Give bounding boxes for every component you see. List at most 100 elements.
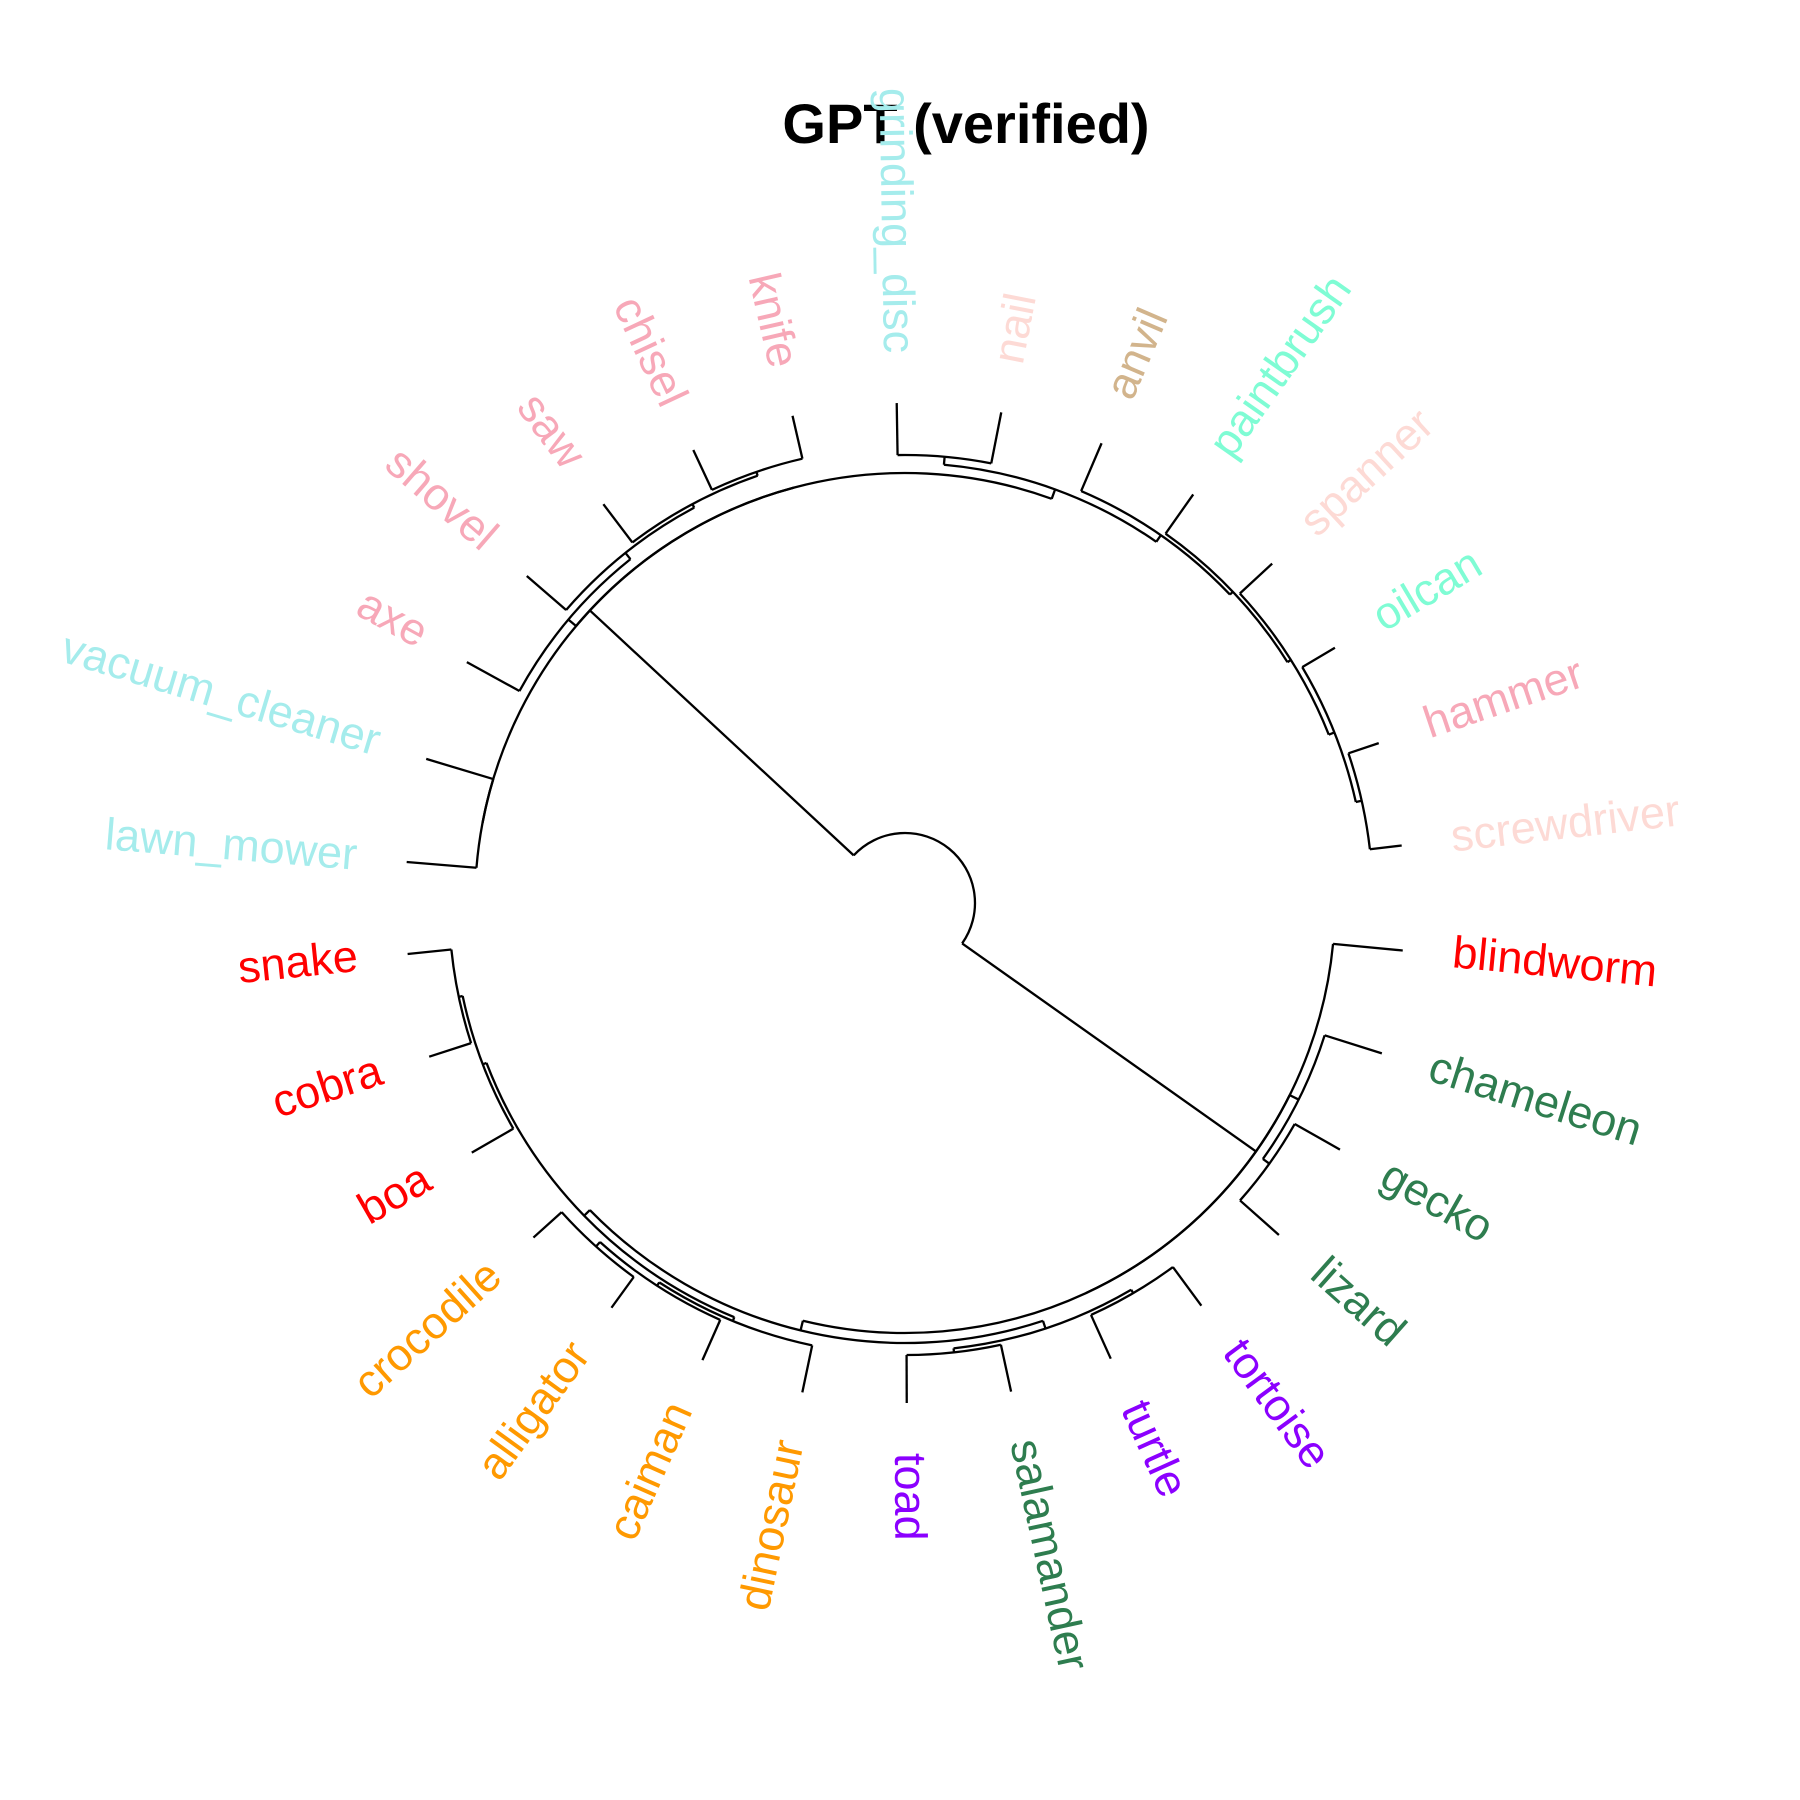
branch-arc <box>1239 1123 1296 1202</box>
tip-branch <box>895 403 899 456</box>
tip-label-blindworm: blindworm <box>1450 926 1659 996</box>
tip-label-lawn-mower: lawn_mower <box>103 808 359 880</box>
tip-branch <box>1164 493 1195 535</box>
chart-title: GPT (verified) <box>782 92 1149 155</box>
tip-label-gecko: gecko <box>1373 1149 1503 1253</box>
branch-arc <box>943 463 1157 543</box>
branch-edge <box>1289 1094 1300 1101</box>
tip-label-toad: toad <box>885 1453 936 1541</box>
branch-edge <box>1262 1158 1271 1165</box>
tip-label-caiman: caiman <box>597 1394 702 1547</box>
branch-edge <box>942 456 946 465</box>
tip-label-spanner: spanner <box>1289 398 1443 546</box>
tip-label-shovel: shovel <box>376 436 508 560</box>
tip-branch <box>425 757 494 781</box>
branch-edge <box>624 552 632 560</box>
tip-label-turtle: turtle <box>1111 1392 1199 1504</box>
tip-branch <box>1171 1266 1203 1307</box>
tip-branch <box>1369 844 1402 851</box>
tip-label-boa: boa <box>349 1152 440 1234</box>
branch-arc <box>1301 666 1357 803</box>
tip-branch <box>610 1276 635 1309</box>
tip-branch <box>1332 942 1403 952</box>
tip-branch <box>602 503 634 544</box>
branch-arc <box>1164 532 1289 663</box>
branch-arc <box>475 778 495 868</box>
tip-branch <box>692 449 713 491</box>
branch-edge <box>1155 534 1162 543</box>
branch-edge <box>799 1320 805 1331</box>
branch-arc <box>565 506 695 611</box>
tip-label-axe: axe <box>349 578 437 658</box>
tip-branch <box>428 1042 472 1058</box>
tip-label-dinosaur: dinosaur <box>728 1435 813 1614</box>
branch-arc <box>897 453 992 465</box>
tip-branch <box>1301 646 1336 669</box>
tip-label-hammer: hammer <box>1417 647 1590 748</box>
tip-label-cobra: cobra <box>266 1044 390 1127</box>
tip-branch <box>1239 1199 1280 1236</box>
tip-branch <box>999 1344 1013 1392</box>
tip-branch <box>1080 442 1103 492</box>
tip-branch <box>526 575 567 611</box>
branch-arc <box>1080 490 1231 596</box>
tip-branch <box>1348 742 1380 755</box>
tip-label-nail: nail <box>982 289 1046 368</box>
tip-label-chisel: chisel <box>604 288 699 414</box>
tip-label-lizard: lizard <box>1302 1246 1416 1356</box>
branch-arc <box>450 949 473 1044</box>
tip-branch <box>532 1211 563 1239</box>
branch-arc <box>518 558 632 692</box>
tip-branch <box>1239 562 1273 595</box>
tip-branch <box>990 412 1003 464</box>
tip-label-saw: saw <box>508 383 597 478</box>
tip-label-screwdriver: screwdriver <box>1448 784 1682 861</box>
tip-branch <box>471 1127 514 1154</box>
branch-arc <box>852 831 977 945</box>
tip-branch <box>701 1319 722 1361</box>
branch-arc <box>589 1209 1044 1345</box>
branch-arc <box>802 1094 1291 1335</box>
tip-branch <box>801 1345 814 1393</box>
branch-arc <box>1239 592 1330 736</box>
branch-arc <box>906 1343 1002 1357</box>
branch-arc <box>658 1281 813 1347</box>
branch-edge <box>1050 489 1057 500</box>
tip-label-chameleon: chameleon <box>1423 1041 1648 1156</box>
tip-label-anvil: anvil <box>1094 301 1177 406</box>
branch-arc <box>631 474 759 544</box>
branch-arc <box>560 1211 635 1278</box>
tree-branches <box>406 403 1403 1404</box>
branch-edge <box>567 618 577 627</box>
branch-edge <box>1041 1320 1047 1329</box>
tip-label-paintbrush: paintbrush <box>1198 265 1361 466</box>
branch-arc <box>1090 1266 1174 1316</box>
branch-arc <box>711 457 803 491</box>
branch-arc <box>575 471 1053 627</box>
tip-branch <box>1089 1314 1112 1360</box>
branch-edge <box>583 1209 591 1217</box>
tip-branch <box>1324 1034 1383 1055</box>
tip-label-oilcan: oilcan <box>1363 537 1490 641</box>
tip-branch <box>406 860 477 869</box>
tip-label-grinding-disc: grinding_disc <box>870 87 925 353</box>
tip-label-snake: snake <box>235 930 360 993</box>
tip-label-salamander: salamander <box>1000 1434 1100 1675</box>
branch-arc <box>461 995 515 1130</box>
tip-label-vacuum-cleaner: vacuum_cleaner <box>56 621 387 765</box>
tip-label-knife: knife <box>739 268 810 372</box>
tip-label-crocodile: crocodile <box>343 1249 511 1407</box>
branch-edge <box>961 942 1257 1153</box>
tip-branch <box>791 415 804 459</box>
tip-label-alligator: alligator <box>466 1331 600 1489</box>
tip-label-tortoise: tortoise <box>1213 1329 1342 1478</box>
tip-branch <box>1294 1122 1341 1151</box>
branch-edge <box>589 609 855 857</box>
branch-arc <box>1347 752 1372 850</box>
branch-arc <box>953 1288 1132 1350</box>
tip-branch <box>466 661 520 693</box>
tip-branch <box>407 948 452 956</box>
branch-arc <box>599 1241 721 1321</box>
